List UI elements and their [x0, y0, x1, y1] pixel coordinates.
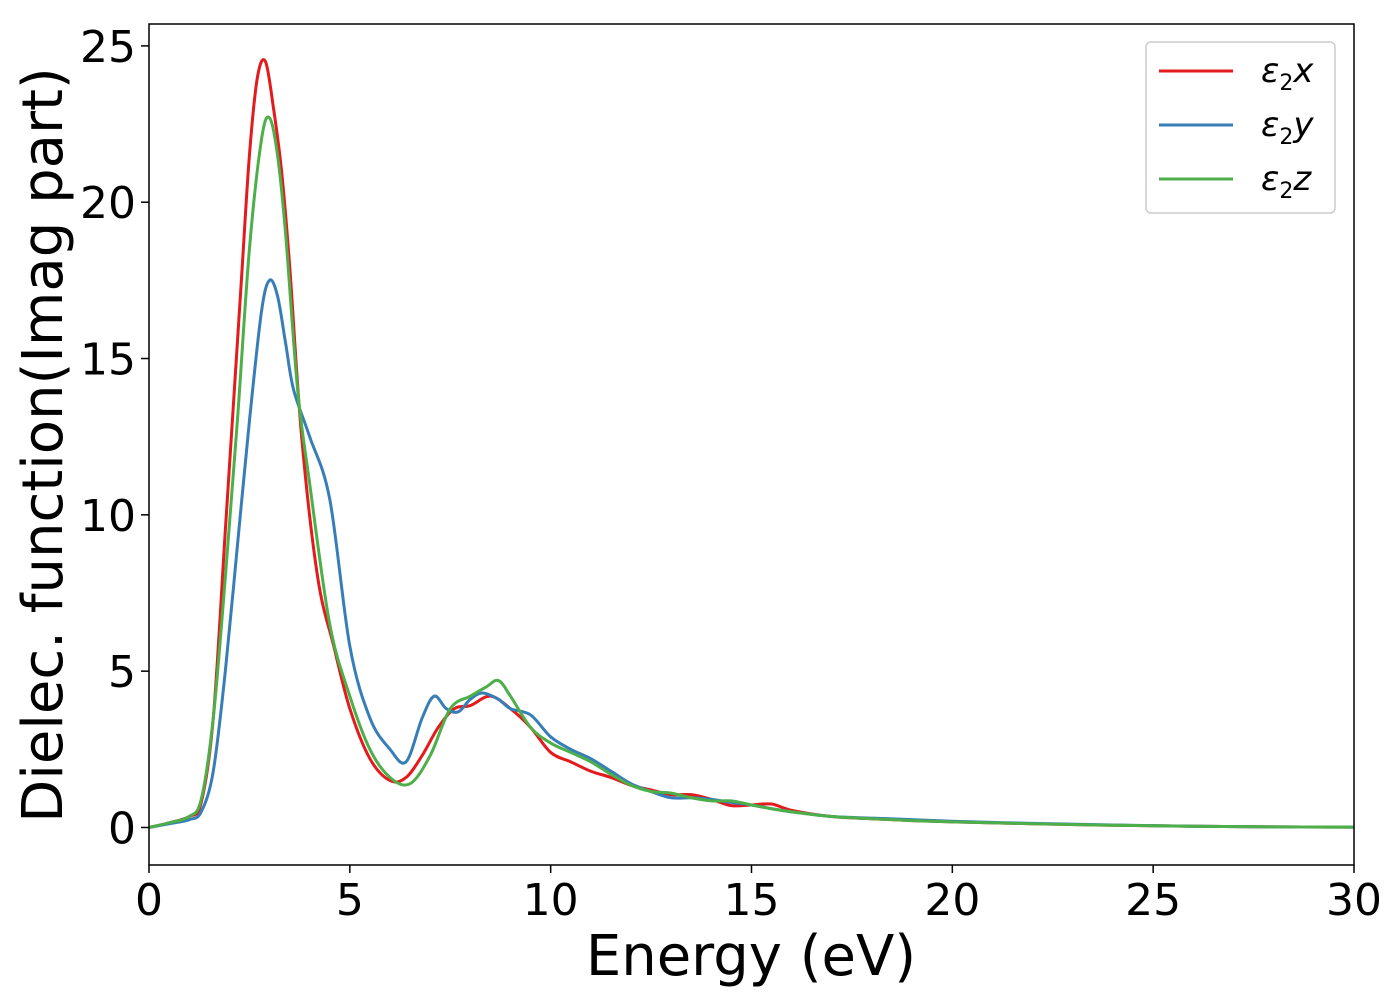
legend-label-x: ε2x [1261, 51, 1314, 96]
y-tick-label: 0 [108, 803, 136, 854]
y-tick-label: 10 [80, 491, 136, 542]
legend: ε2x ε2y ε2z [1145, 41, 1336, 214]
x-tick-label: 5 [336, 875, 364, 926]
legend-label-z: ε2z [1261, 159, 1312, 204]
series-line-y [149, 278, 1354, 829]
y-tick-label: 5 [108, 647, 136, 698]
axes-layer: 0 5 10 15 20 25 30 0 5 10 15 20 25 [80, 22, 1382, 926]
x-tick-label: 30 [1326, 875, 1382, 926]
x-tick-label: 15 [724, 875, 780, 926]
series-line-z [149, 115, 1354, 829]
y-tick-label: 20 [80, 178, 136, 229]
x-tick-label: 10 [523, 875, 579, 926]
x-tick-label: 25 [1125, 875, 1181, 926]
y-tick-label: 25 [80, 22, 136, 73]
x-tick-label: 0 [135, 875, 163, 926]
x-axis-title: Energy (eV) [586, 924, 916, 989]
series-layer [149, 58, 1354, 829]
y-axis-title: Dielec. function(Imag part) [11, 67, 76, 823]
legend-label-y: ε2y [1261, 105, 1314, 150]
y-tick-label: 15 [80, 335, 136, 386]
legend-box [1145, 41, 1336, 214]
x-tick-label: 20 [924, 875, 980, 926]
